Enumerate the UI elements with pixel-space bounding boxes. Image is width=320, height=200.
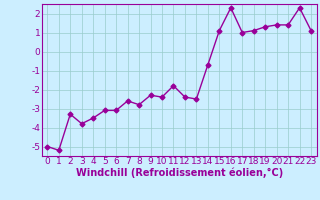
X-axis label: Windchill (Refroidissement éolien,°C): Windchill (Refroidissement éolien,°C)	[76, 168, 283, 178]
